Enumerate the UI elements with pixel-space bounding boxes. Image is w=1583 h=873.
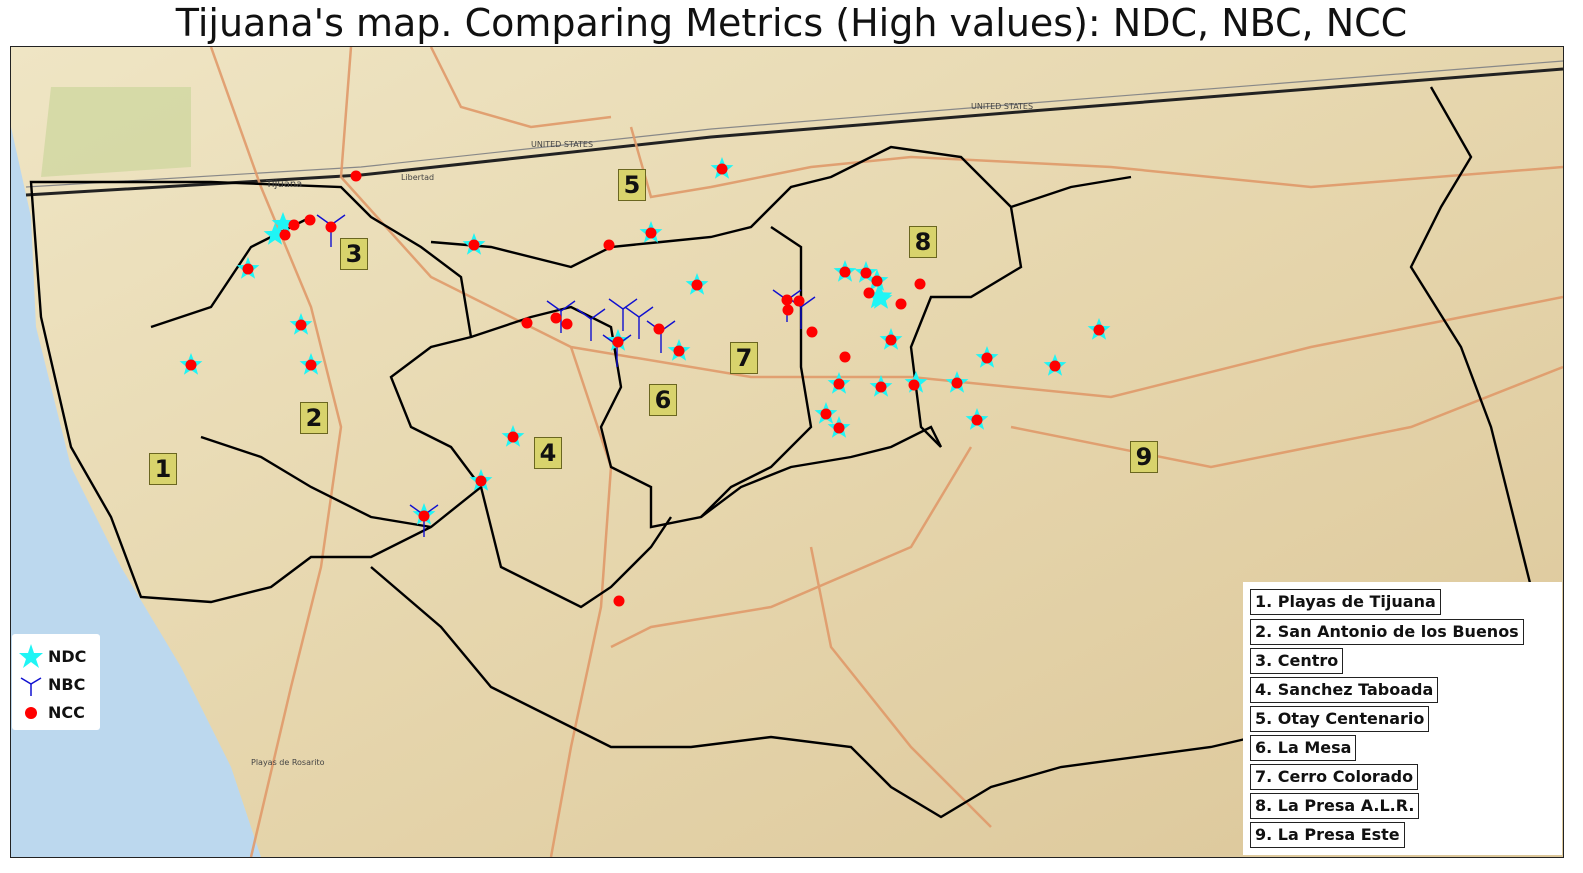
district-legend-item: 5. Otay Centenario: [1250, 706, 1430, 732]
ncc-marker: [914, 278, 926, 290]
playas-label: Playas de Rosarito: [251, 758, 325, 767]
district-legend-item: 1. Playas de Tijuana: [1250, 589, 1441, 615]
district-legend: 1. Playas de Tijuana 2. San Antonio de l…: [1243, 582, 1562, 855]
ncc-marker: [833, 378, 845, 390]
district-legend-item: 8. La Presa A.L.R.: [1250, 793, 1420, 819]
district-number-8: 8: [909, 226, 937, 258]
ncc-marker: [468, 239, 480, 251]
us-label-2: UNITED STATES: [971, 102, 1033, 111]
district-legend-item: 9. La Presa Este: [1250, 822, 1405, 848]
libertad-label: Libertad: [401, 173, 434, 182]
district-legend-item: 4. Sanchez Taboada: [1250, 677, 1439, 703]
ncc-marker: [295, 319, 307, 331]
ncc-marker: [691, 279, 703, 291]
ncc-marker: [806, 326, 818, 338]
ncc-marker: [981, 352, 993, 364]
ncc-marker: [612, 336, 624, 348]
basemap: Tijuana Libertad Playas de Rosarito UNIT…: [11, 47, 1563, 857]
city-label: Tijuana: [265, 179, 302, 190]
ncc-marker: [716, 163, 728, 175]
ncc-marker: [863, 287, 875, 299]
dot-icon: [25, 707, 37, 719]
marker-layer: [179, 157, 1111, 607]
district-number-2: 2: [300, 402, 328, 434]
ncc-marker: [613, 595, 625, 607]
park-area: [41, 87, 191, 177]
district-number-7: 7: [730, 342, 758, 374]
ncc-marker: [325, 221, 337, 233]
metric-legend: NDC NBC NCC: [12, 634, 100, 730]
ncc-marker: [839, 351, 851, 363]
ncc-marker: [885, 334, 897, 346]
district-number-9: 9: [1130, 441, 1158, 473]
district-number-6: 6: [649, 384, 677, 416]
international-border: [25, 67, 1563, 197]
district-number-4: 4: [534, 437, 562, 469]
ncc-marker: [304, 214, 316, 226]
tri-branch-icon: [20, 677, 42, 696]
ncc-marker: [279, 229, 291, 241]
ncc-marker: [418, 510, 430, 522]
nbc-marker: [624, 306, 654, 339]
ncc-marker: [673, 345, 685, 357]
ncc-marker: [871, 275, 883, 287]
nbc-marker: [546, 300, 576, 333]
ncc-marker: [561, 318, 573, 330]
ncc-marker: [971, 414, 983, 426]
district-number-1: 1: [149, 453, 177, 485]
ndc-marker: [865, 283, 893, 309]
roads: [209, 47, 1563, 857]
map-canvas[interactable]: Tijuana Libertad Playas de Rosarito UNIT…: [10, 46, 1564, 858]
ncc-marker: [507, 431, 519, 443]
ncc-marker: [1049, 360, 1061, 372]
ncc-marker: [781, 294, 793, 306]
map-title: Tijuana's map. Comparing Metrics (High v…: [175, 1, 1408, 45]
district-legend-item: 6. La Mesa: [1250, 735, 1357, 761]
legend-label: NCC: [48, 703, 85, 722]
ncc-marker: [185, 359, 197, 371]
star-icon: [19, 644, 43, 668]
legend-ncc: NCC: [12, 698, 100, 726]
ndc-marker: [263, 223, 287, 245]
ncc-marker: [242, 263, 254, 275]
ncc-marker: [820, 408, 832, 420]
district-number-5: 5: [618, 169, 646, 201]
ncc-marker: [875, 381, 887, 393]
ncc-marker: [1093, 324, 1105, 336]
ndc-marker: [271, 212, 295, 234]
ncc-marker: [951, 377, 963, 389]
ncc-marker: [550, 312, 562, 324]
ncc-marker: [895, 298, 907, 310]
ncc-marker: [305, 359, 317, 371]
legend-ndc: NDC: [12, 642, 100, 670]
ncc-marker: [645, 227, 657, 239]
legend-nbc: NBC: [12, 670, 100, 698]
ncc-marker: [288, 219, 300, 231]
legend-label: NDC: [48, 647, 87, 666]
us-label: UNITED STATES: [531, 140, 593, 149]
ncc-marker: [908, 379, 920, 391]
nbc-marker: [576, 308, 606, 341]
ncc-marker: [350, 170, 362, 182]
ncc-marker: [793, 295, 805, 307]
legend-label: NBC: [48, 675, 86, 694]
district-number-3: 3: [340, 238, 368, 270]
ncc-marker: [603, 239, 615, 251]
ncc-marker: [833, 422, 845, 434]
district-legend-item: 7. Cerro Colorado: [1250, 764, 1419, 790]
nbc-marker: [608, 298, 638, 331]
ncc-marker: [475, 475, 487, 487]
ncc-marker: [839, 266, 851, 278]
district-legend-item: 3. Centro: [1250, 648, 1344, 674]
ncc-marker: [521, 317, 533, 329]
district-legend-item: 2. San Antonio de los Buenos: [1250, 619, 1524, 645]
ncc-marker: [653, 323, 665, 335]
district-boundaries: [29, 86, 1553, 819]
ncc-marker: [782, 304, 794, 316]
ncc-marker: [860, 267, 872, 279]
